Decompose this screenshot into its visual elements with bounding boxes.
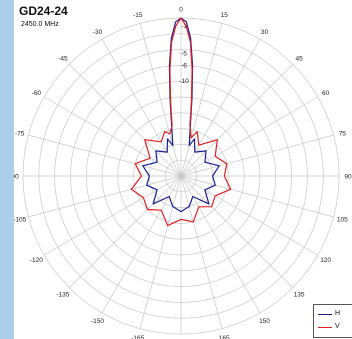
angle-tick-label: 165	[219, 335, 230, 339]
chart-subtitle: 2450.0 MHz	[21, 21, 59, 28]
plot-panel: 0153045607590105120135150165180-165-150-…	[14, 0, 352, 339]
angle-tick-label: 135	[294, 292, 305, 299]
grid-spoke	[28, 134, 182, 177]
grid-spoke	[180, 175, 334, 218]
grid-spoke	[101, 38, 182, 177]
angle-tick-label: -150	[91, 318, 104, 325]
legend-item-v: V	[318, 322, 352, 332]
grid-spoke	[69, 64, 182, 177]
angle-tick-label: -105	[14, 217, 27, 224]
legend-item-h: H	[318, 309, 352, 319]
polar-chart: 0153045607590105120135150165180-165-150-…	[14, 7, 352, 339]
radial-tick-label: -10	[179, 78, 189, 85]
angle-tick-label: 60	[322, 90, 330, 97]
legend-label-h: H	[335, 310, 341, 317]
angle-tick-label: -135	[56, 292, 69, 299]
angle-tick-label: -90	[14, 174, 19, 181]
series-trace-h	[142, 17, 220, 213]
angle-tick-label: -30	[93, 29, 103, 36]
radial-tick-label: -6	[181, 62, 187, 69]
angle-tick-label: -75	[15, 130, 25, 137]
grid-spoke	[180, 23, 223, 177]
grid-spoke	[180, 175, 319, 256]
radial-tick-label: -5	[181, 51, 187, 58]
grid-spoke	[139, 175, 182, 329]
legend-label-v: V	[335, 323, 340, 330]
angle-tick-label: -60	[32, 90, 42, 97]
angle-tick-label: -120	[30, 257, 43, 264]
angle-tick-label: 105	[337, 217, 348, 224]
angle-tick-label: 0	[179, 7, 183, 14]
grid-spoke	[69, 175, 182, 288]
chart-title: GD24-24	[19, 4, 68, 18]
angle-tick-label: 75	[339, 130, 347, 137]
grid-spoke	[43, 175, 182, 256]
angle-tick-label: 30	[261, 29, 269, 36]
grid-spoke	[180, 134, 334, 177]
grid-spoke	[139, 23, 182, 177]
angle-tick-label: 45	[295, 55, 303, 62]
radial-tick-label: -1	[181, 23, 187, 30]
grid-spoke	[180, 96, 319, 177]
grid-spoke	[43, 96, 182, 177]
grid-spoke	[180, 38, 261, 177]
angle-tick-label: 90	[344, 174, 352, 181]
angle-tick-label: 120	[320, 257, 331, 264]
legend: H V	[313, 304, 352, 338]
grid-spoke	[180, 175, 261, 314]
grid-spoke	[180, 175, 293, 288]
angle-tick-label: 150	[259, 318, 270, 325]
legend-swatch-v	[318, 327, 332, 328]
grid-spoke	[180, 175, 223, 329]
angle-tick-label: -15	[133, 12, 143, 19]
angle-tick-label: 15	[221, 12, 229, 19]
grid-spoke	[101, 175, 182, 314]
grid-spoke	[180, 64, 293, 177]
series-trace-v	[130, 17, 232, 227]
angle-tick-label: -45	[58, 55, 68, 62]
legend-swatch-h	[318, 314, 332, 315]
angle-tick-label: -165	[131, 335, 144, 339]
grid-spoke	[28, 175, 182, 218]
